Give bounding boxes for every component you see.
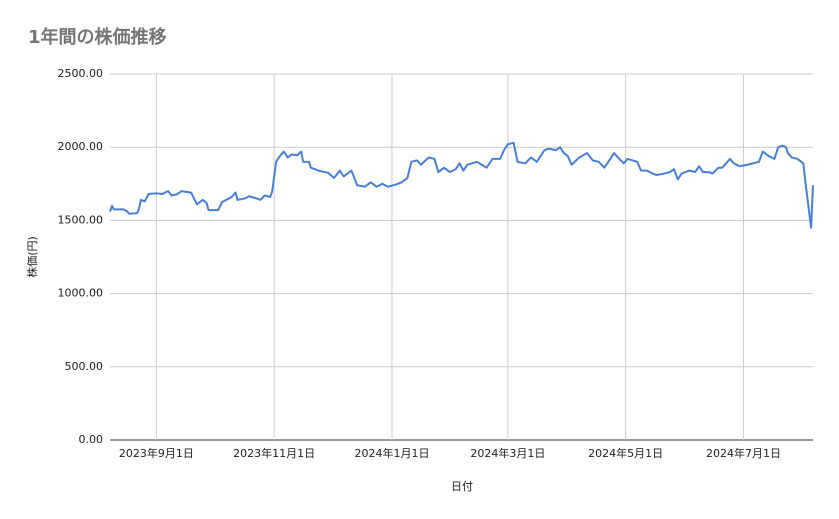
y-tick-label: 2500.00	[58, 67, 104, 80]
x-tick-label: 2024年1月1日	[354, 446, 429, 460]
x-tick-label: 2024年3月1日	[470, 446, 545, 460]
x-tick-label: 2024年5月1日	[588, 446, 663, 460]
y-tick-label: 500.00	[65, 360, 104, 373]
y-tick-label: 2000.00	[58, 140, 104, 153]
x-axis-label: 日付	[451, 480, 473, 493]
y-axis-label: 株価(円)	[25, 236, 39, 278]
chart-title: 1年間の株価推移	[28, 26, 167, 48]
y-tick-label: 1000.00	[58, 287, 104, 300]
y-tick-label: 0.00	[79, 433, 104, 446]
x-tick-label: 2023年11月1日	[233, 446, 315, 460]
x-tick-label: 2024年7月1日	[706, 446, 781, 460]
x-tick-label: 2023年9月1日	[119, 446, 194, 460]
price-line	[109, 141, 814, 229]
y-tick-label: 1500.00	[58, 213, 104, 226]
